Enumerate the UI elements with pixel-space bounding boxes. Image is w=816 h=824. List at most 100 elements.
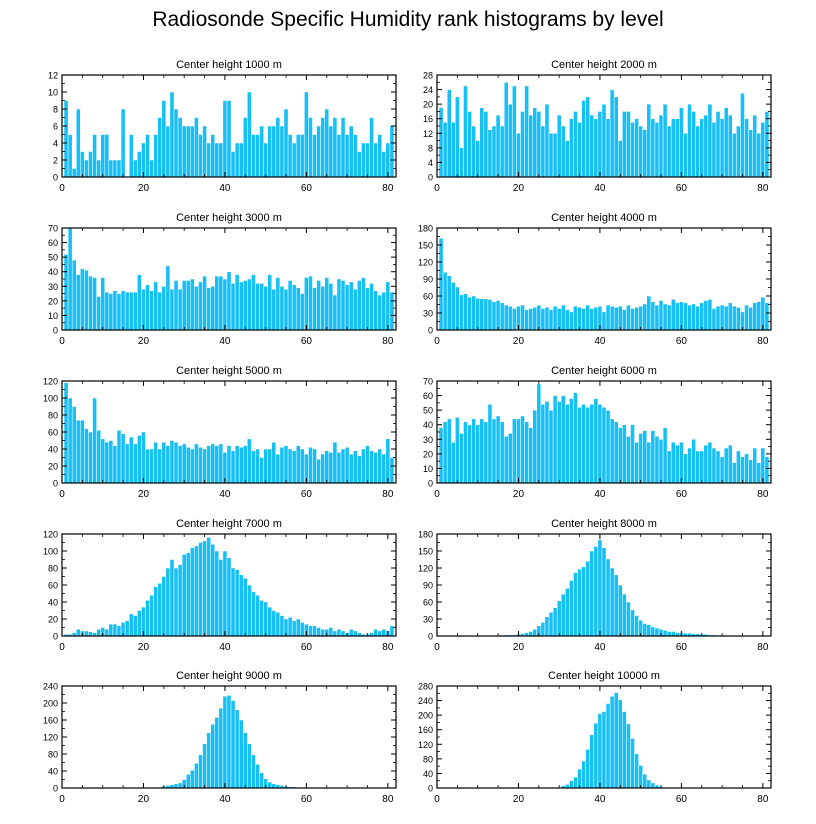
panel-2-bar xyxy=(707,103,713,178)
panel-2-bar xyxy=(491,125,497,178)
panel-6-bar xyxy=(605,409,611,484)
panel-2-bar xyxy=(723,107,729,178)
panel-6-bar xyxy=(446,418,452,484)
panel-3-bar xyxy=(287,280,293,331)
panel-3-y-tick-label: 60 xyxy=(48,238,58,248)
panel-9-bar xyxy=(206,732,211,789)
panel-2-bar xyxy=(756,133,762,178)
panel-4-bar xyxy=(609,305,615,331)
panel-2-bar xyxy=(438,107,444,178)
panel-8-bar xyxy=(573,572,578,637)
panel-4-y-tick-label: 90 xyxy=(423,275,433,285)
panel-7-x-tick-label: 40 xyxy=(219,642,231,653)
panel-1-bar xyxy=(291,142,297,178)
panel-3-bar xyxy=(328,283,334,331)
panel-3-bar xyxy=(128,291,134,331)
panel-3-y-tick-label: 10 xyxy=(48,311,58,321)
panel-3-bar xyxy=(120,290,126,331)
panel-2-bar xyxy=(471,125,476,178)
panel-6-bar xyxy=(483,421,489,484)
panel-1-x-tick-label: 60 xyxy=(301,183,313,194)
panel-2-bar xyxy=(479,107,485,178)
panel-9-bar xyxy=(255,763,260,789)
panel-4-bar xyxy=(622,309,627,331)
panel-4-bar xyxy=(744,304,749,331)
panel-2-bar xyxy=(577,122,582,178)
panel-2-bar xyxy=(736,125,741,178)
panel-2-bar xyxy=(654,122,660,178)
panel-3-bar xyxy=(96,296,101,331)
panel-5-bar xyxy=(100,438,106,484)
panel-9-bar xyxy=(230,700,236,789)
panel-1-x-tick-label: 80 xyxy=(382,183,394,194)
panel-3-bar xyxy=(67,227,73,331)
panel-5-title: Center height 5000 m xyxy=(176,365,282,377)
panel-3-bar xyxy=(369,283,374,331)
panel-5-bar xyxy=(369,450,374,484)
panel-2-bar xyxy=(581,100,586,178)
panel-8-bar xyxy=(565,588,570,637)
panel-4-bar xyxy=(707,299,713,331)
panel-6-bar xyxy=(638,433,643,484)
panel-4-bar xyxy=(491,301,497,331)
panel-6-y-tick-label: 70 xyxy=(423,377,433,387)
panel-7-y-tick-label: 80 xyxy=(48,564,58,574)
panel-6-bar xyxy=(740,456,745,484)
panel-2-bar xyxy=(638,125,643,178)
panel-4-bar xyxy=(581,308,586,331)
panel-4-bar xyxy=(451,282,456,331)
panel-1-bar xyxy=(181,125,187,178)
panel-4-bar xyxy=(495,300,501,331)
panel-8-y-tick-label: 60 xyxy=(423,598,433,608)
panel-4-bar xyxy=(618,305,623,331)
panel-7-bar xyxy=(198,542,203,637)
panel-3-bar xyxy=(157,291,163,331)
panel-10-bar xyxy=(638,765,643,789)
panel-10-y-tick-label: 0 xyxy=(428,784,433,794)
panel-1-bar xyxy=(226,100,232,178)
panel-10-bar xyxy=(593,722,599,789)
panel-3-bar xyxy=(251,274,256,331)
panel-6-bar xyxy=(577,406,582,484)
panel-2-bar xyxy=(451,122,456,178)
panel-8-bar xyxy=(666,631,672,637)
panel-3-bar xyxy=(173,280,179,331)
panel-3-bar xyxy=(71,259,77,331)
panel-8-bar xyxy=(613,574,619,637)
panel-7-bar xyxy=(202,540,207,637)
panel-4-y-tick-label: 60 xyxy=(423,292,433,302)
panel-3-bar xyxy=(84,270,89,331)
panel-5-bar xyxy=(357,455,362,484)
panel-7-bar xyxy=(84,630,89,637)
panel-5-bar xyxy=(145,448,150,484)
panel-6-bar xyxy=(642,430,648,484)
panel-2-bar xyxy=(711,122,717,178)
panel-3-x-tick-label: 40 xyxy=(219,336,231,347)
panel-6-bar xyxy=(736,450,741,484)
panel-8-bar xyxy=(597,539,603,637)
panel-4-bar xyxy=(630,308,635,331)
panel-3-y-tick-label: 0 xyxy=(53,326,58,336)
panel-4-bar xyxy=(565,309,570,331)
panel-4-bar xyxy=(528,308,533,331)
panel-3-bar xyxy=(279,286,285,331)
panel-2-title: Center height 2000 m xyxy=(551,59,657,71)
panel-7-bar xyxy=(108,623,114,637)
panel-10-y-tick-label: 80 xyxy=(423,754,433,764)
panel-6-bar xyxy=(622,424,627,484)
panel-5-bar xyxy=(340,448,346,484)
panel-1-bar xyxy=(324,108,330,178)
panel-3-bar xyxy=(352,288,358,331)
panel-1-bar xyxy=(348,125,354,178)
panel-2-bar xyxy=(536,111,542,178)
panel-2-bar xyxy=(622,111,627,178)
panel-7-y-tick-label: 40 xyxy=(48,598,58,608)
panel-3-bar xyxy=(222,278,228,331)
panel-4-bar xyxy=(732,305,737,331)
panel-8-y-tick-label: 180 xyxy=(418,530,433,540)
panel-1-bar xyxy=(177,117,183,178)
panel-9-bar xyxy=(177,782,183,789)
panel-3-bar xyxy=(153,281,158,331)
panel-3-y-tick-label: 70 xyxy=(48,224,58,234)
panel-2-bar xyxy=(662,103,668,178)
